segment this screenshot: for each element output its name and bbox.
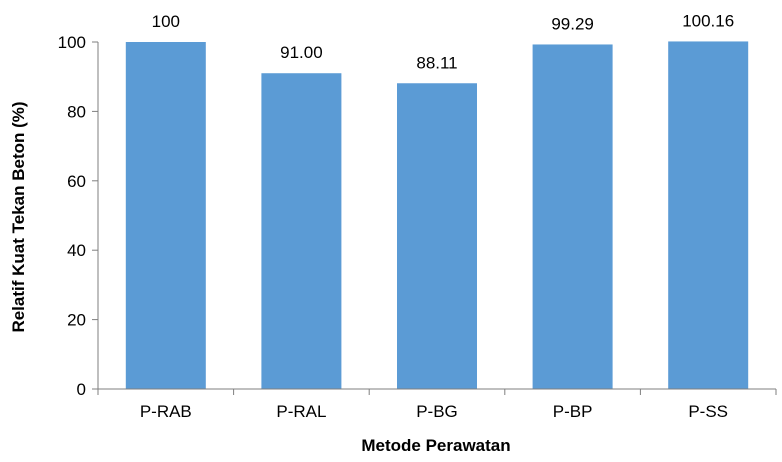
x-tick-label: P-BG bbox=[416, 402, 458, 421]
bar-p-bp bbox=[532, 44, 613, 390]
x-tick-label: P-BP bbox=[553, 402, 593, 421]
data-label: 99.29 bbox=[551, 14, 594, 33]
y-tick-label: 20 bbox=[67, 311, 86, 330]
x-axis-title: Metode Perawatan bbox=[361, 436, 510, 455]
bar-p-rab bbox=[125, 42, 206, 389]
y-tick-label: 40 bbox=[67, 241, 86, 260]
y-tick-label: 60 bbox=[67, 172, 86, 191]
y-tick-label: 80 bbox=[67, 102, 86, 121]
x-tick-label: P-SS bbox=[688, 402, 728, 421]
data-labels-group: 100 91.00 88.11 99.29 100.16 bbox=[152, 11, 735, 72]
data-label: 88.11 bbox=[416, 53, 457, 72]
y-tick-label: 100 bbox=[58, 33, 86, 52]
y-ticks-group: 0 20 40 60 80 100 bbox=[58, 33, 98, 399]
bars-group bbox=[125, 41, 749, 390]
data-label: 100 bbox=[152, 12, 180, 31]
x-tick-label: P-RAL bbox=[276, 402, 326, 421]
x-ticks-group: P-RAB P-RAL P-BG P-BP P-SS bbox=[97, 389, 777, 421]
data-label: 91.00 bbox=[280, 43, 323, 62]
y-axis-title: Relatif Kuat Tekan Beton (%) bbox=[9, 101, 28, 332]
bar-p-bg bbox=[397, 83, 477, 389]
x-tick-label: P-RAB bbox=[140, 402, 192, 421]
bar-p-ral bbox=[261, 73, 342, 389]
y-tick-label: 0 bbox=[77, 380, 86, 399]
data-label: 100.16 bbox=[682, 11, 734, 30]
bar-p-ss bbox=[668, 41, 749, 390]
